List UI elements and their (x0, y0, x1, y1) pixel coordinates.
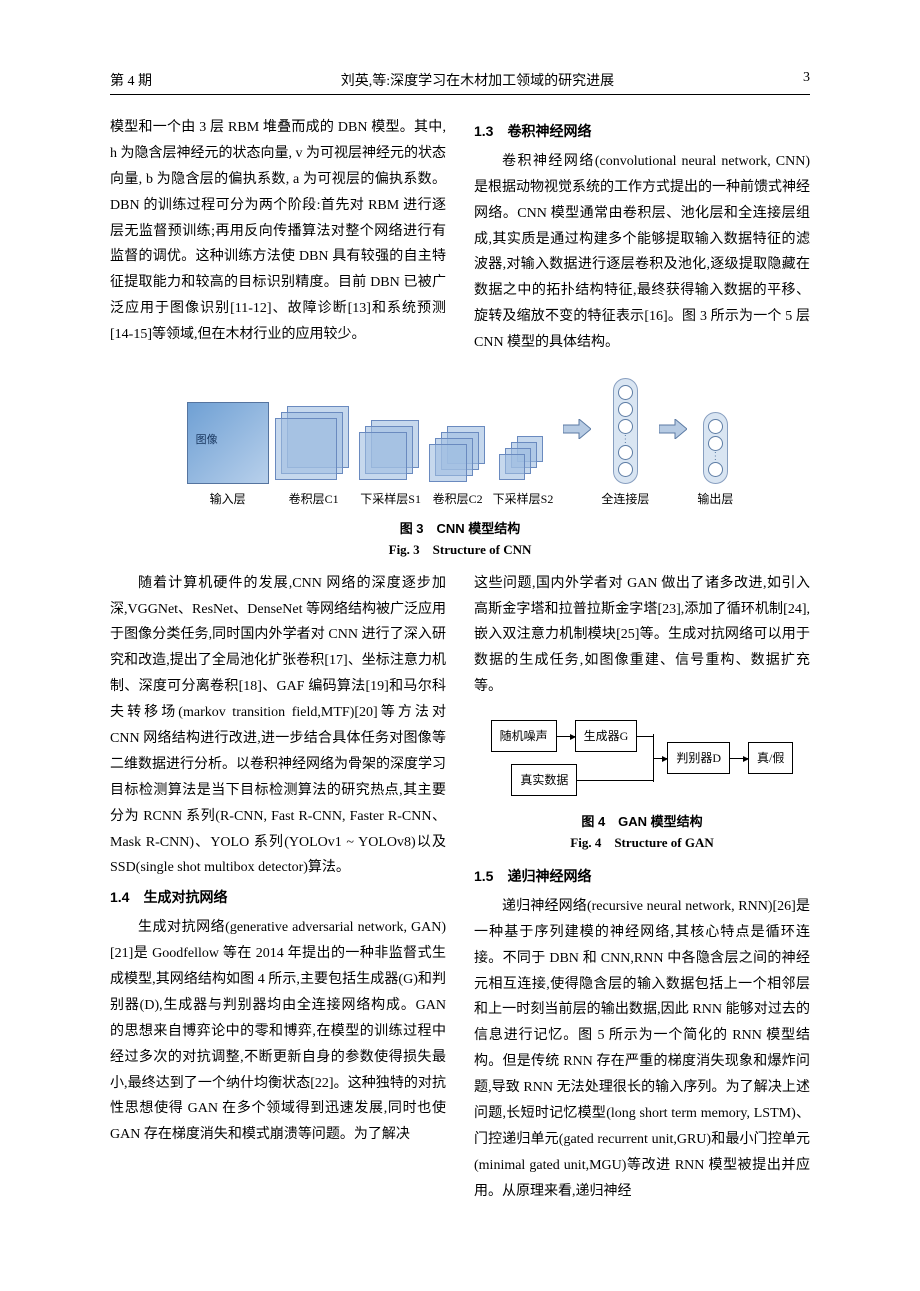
gan-realdata-box: 真实数据 (511, 764, 577, 796)
top-columns: 模型和一个由 3 层 RBM 堆叠而成的 DBN 模型。其中, h 为隐含层神经… (110, 115, 810, 356)
cnn-label-c1: 卷积层C1 (289, 490, 339, 507)
sec-15-text: 递归神经网络(recursive neural network, RNN)[26… (474, 894, 810, 1205)
figure-4: 随机噪声 生成器G 真实数据 判别器D (474, 710, 810, 854)
arrow-icon (563, 419, 591, 439)
top-right-col: 1.3 卷积神经网络 卷积神经网络(convolutional neural n… (474, 115, 810, 356)
arrow-icon (659, 419, 687, 439)
gan-diagram: 随机噪声 生成器G 真实数据 判别器D (474, 710, 810, 806)
cnn-conv2-icon (429, 426, 487, 484)
top-left-col: 模型和一个由 3 层 RBM 堆叠而成的 DBN 模型。其中, h 为隐含层神经… (110, 115, 446, 356)
cnn-label-c2: 卷积层C2 (433, 490, 483, 507)
mid-left-text: 随着计算机硬件的发展,CNN 网络的深度逐步加深,VGGNet、ResNet、D… (110, 571, 446, 882)
arrow-icon (557, 736, 575, 737)
cnn-conv1-icon (275, 406, 353, 484)
gan-output-box: 真/假 (748, 742, 793, 774)
top-left-text: 模型和一个由 3 层 RBM 堆叠而成的 DBN 模型。其中, h 为隐含层神经… (110, 115, 446, 348)
header-page-number: 3 (803, 70, 810, 90)
header-title: 刘英,等:深度学习在木材加工领域的研究进展 (152, 70, 803, 90)
figure-3: 输入层 卷积层C1 下采样层S1 (110, 366, 810, 561)
figure-4-caption: 图 4 GAN 模型结构 Fig. 4 Structure of GAN (474, 812, 810, 854)
cnn-label-fc: 全连接层 (601, 490, 649, 507)
figure-3-caption: 图 3 CNN 模型结构 Fig. 3 Structure of CNN (110, 519, 810, 561)
gan-discriminator-box: 判别器D (667, 742, 730, 774)
arrow-icon (653, 758, 667, 759)
cnn-input-layer-icon (187, 402, 269, 484)
cnn-output-layer-icon: ⋮ (703, 412, 728, 484)
gan-noise-box: 随机噪声 (491, 720, 557, 752)
cnn-pool1-icon (359, 420, 423, 484)
fig4-caption-en: Fig. 4 Structure of GAN (474, 833, 810, 854)
cnn-label-s2: 下采样层S2 (493, 490, 554, 507)
bottom-columns: 随着计算机硬件的发展,CNN 网络的深度逐步加深,VGGNet、ResNet、D… (110, 571, 810, 1205)
sec-14-text: 生成对抗网络(generative adversarial network, G… (110, 915, 446, 1148)
sec-13-text: 卷积神经网络(convolutional neural network, CNN… (474, 149, 810, 356)
cnn-diagram: 输入层 卷积层C1 下采样层S1 (110, 366, 810, 513)
fig4-caption-cn: 图 4 GAN 模型结构 (474, 812, 810, 833)
cnn-pool2-icon (499, 436, 547, 484)
arrow-icon (730, 758, 748, 759)
page-header: 第 4 期 刘英,等:深度学习在木材加工领域的研究进展 3 (110, 70, 810, 95)
cnn-label-s1: 下采样层S1 (360, 490, 421, 507)
page: 第 4 期 刘英,等:深度学习在木材加工领域的研究进展 3 模型和一个由 3 层… (0, 0, 920, 1265)
gan-generator-box: 生成器G (575, 720, 638, 752)
mid-right-text: 这些问题,国内外学者对 GAN 做出了诸多改进,如引入高斯金字塔和拉普拉斯金字塔… (474, 571, 810, 700)
bottom-right-col: 这些问题,国内外学者对 GAN 做出了诸多改进,如引入高斯金字塔和拉普拉斯金字塔… (474, 571, 810, 1205)
sec-14-title: 1.4 生成对抗网络 (110, 885, 446, 911)
fig3-caption-cn: 图 3 CNN 模型结构 (110, 519, 810, 540)
cnn-fc-layer-icon: ⋮ (613, 378, 638, 484)
sec-15-title: 1.5 递归神经网络 (474, 864, 810, 890)
cnn-label-input: 输入层 (210, 490, 246, 507)
cnn-label-out: 输出层 (697, 490, 733, 507)
fig3-caption-en: Fig. 3 Structure of CNN (110, 540, 810, 561)
bottom-left-col: 随着计算机硬件的发展,CNN 网络的深度逐步加深,VGGNet、ResNet、D… (110, 571, 446, 1205)
header-issue: 第 4 期 (110, 70, 152, 90)
sec-13-title: 1.3 卷积神经网络 (474, 119, 810, 145)
